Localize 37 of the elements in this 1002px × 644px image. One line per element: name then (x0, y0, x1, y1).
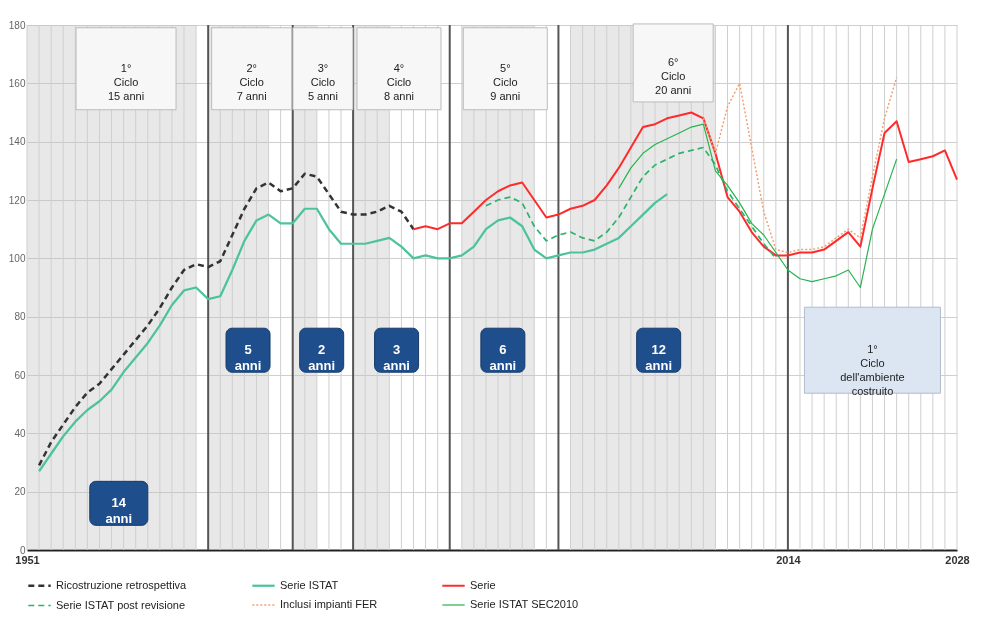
annotation: 3 anni (383, 342, 410, 374)
annotation: 3° Ciclo 5 anni (307, 61, 338, 102)
legend-label: Serie (470, 578, 496, 591)
annotation: 6 anni (489, 342, 517, 374)
x-tick-label: 2028 (945, 553, 970, 566)
annotation: 5° Ciclo 9 anni (490, 61, 521, 102)
annotation: 12 anni (645, 342, 673, 374)
legend-label: Ricostruzione retrospettiva (56, 578, 188, 591)
x-tick-label: 1951 (15, 553, 40, 566)
annotation: 2° Ciclo 7 anni (236, 61, 267, 102)
x-tick-label: 2014 (776, 553, 802, 566)
y-tick-label: 60 (14, 369, 26, 381)
line-series (702, 76, 898, 254)
y-tick-label: 40 (14, 427, 26, 439)
line-series (485, 146, 777, 260)
y-tick-label: 80 (14, 311, 26, 323)
annotation: 14 anni (105, 495, 133, 527)
line-series (412, 111, 958, 257)
y-tick-label: 160 (8, 77, 26, 89)
y-tick-label: 140 (8, 136, 26, 148)
annotation: 2 anni (308, 342, 336, 374)
annotation: 5 anni (234, 342, 262, 374)
annotation: 1° Ciclo 15 anni (107, 61, 145, 102)
legend-label: Serie ISTAT (280, 578, 339, 591)
legend-label: Serie ISTAT SEC2010 (470, 598, 579, 610)
annotation: 6° Ciclo 20 anni (655, 55, 692, 96)
y-tick-label: 0 (19, 544, 26, 556)
annotation: 1° Ciclo dell'ambiente costruito (840, 343, 905, 398)
annotation: 4° Ciclo 8 anni (384, 61, 414, 102)
y-tick-label: 20 (14, 486, 26, 498)
line-series (37, 172, 415, 467)
y-tick-label: 100 (8, 252, 26, 264)
y-tick-label: 180 (8, 19, 26, 31)
legend-label: Serie ISTAT post revisione (56, 598, 185, 611)
y-tick-label: 120 (8, 194, 26, 206)
line-series (618, 123, 898, 289)
legend-label: Inclusi impianti FER (280, 598, 378, 610)
